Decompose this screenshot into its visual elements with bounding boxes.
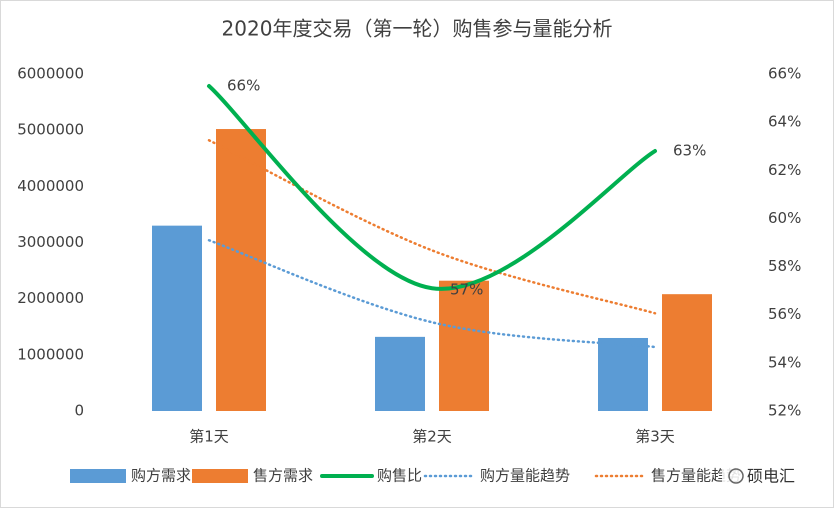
y2-tick-label: 60% [768, 209, 801, 227]
legend-label: 购售比 [377, 467, 422, 485]
line [207, 84, 657, 291]
bar [216, 129, 266, 411]
bar [598, 337, 648, 411]
data-label: 66% [227, 77, 260, 95]
bar [152, 225, 202, 411]
chart-title: 2020年度交易（第一轮）购售参与量能分析 [222, 17, 613, 41]
y2-tick-label: 64% [768, 113, 801, 131]
y2-tick-label: 52% [768, 402, 801, 420]
y-tick-label: 1000000 [17, 345, 84, 363]
y-tick-label: 0 [74, 402, 84, 420]
y-tick-label: 3000000 [17, 233, 84, 251]
bar [375, 336, 425, 411]
y2-tick-label: 56% [768, 305, 801, 323]
y2-tick-label: 66% [768, 65, 801, 83]
legend-label: 购方量能趋势 [480, 467, 570, 485]
y-tick-label: 4000000 [17, 177, 84, 195]
legend-label: 购方需求 [131, 467, 191, 485]
x-tick-label: 第2天 [412, 428, 452, 446]
x-tick-label: 第1天 [189, 428, 229, 446]
y2-tick-label: 54% [768, 353, 801, 371]
data-label: 63% [673, 142, 706, 160]
watermark-bg [722, 462, 818, 490]
legend-label: 售方量能趋势 [651, 467, 741, 485]
y2-tick-label: 62% [768, 161, 801, 179]
trend-line [207, 139, 657, 315]
y-tick-label: 2000000 [17, 289, 84, 307]
y-tick-label: 6000000 [17, 65, 84, 83]
trend-line [207, 239, 657, 349]
legend-label: 售方需求 [253, 467, 313, 485]
watermark-icon [728, 468, 744, 484]
x-tick-label: 第3天 [635, 428, 675, 446]
watermark: 硕电汇 [747, 467, 795, 486]
y2-tick-label: 58% [768, 257, 801, 275]
legend-swatch [70, 469, 126, 483]
y-tick-label: 5000000 [17, 121, 84, 139]
legend-swatch [192, 469, 248, 483]
bar [439, 280, 489, 411]
data-label: 57% [450, 281, 483, 299]
bar [662, 294, 712, 411]
